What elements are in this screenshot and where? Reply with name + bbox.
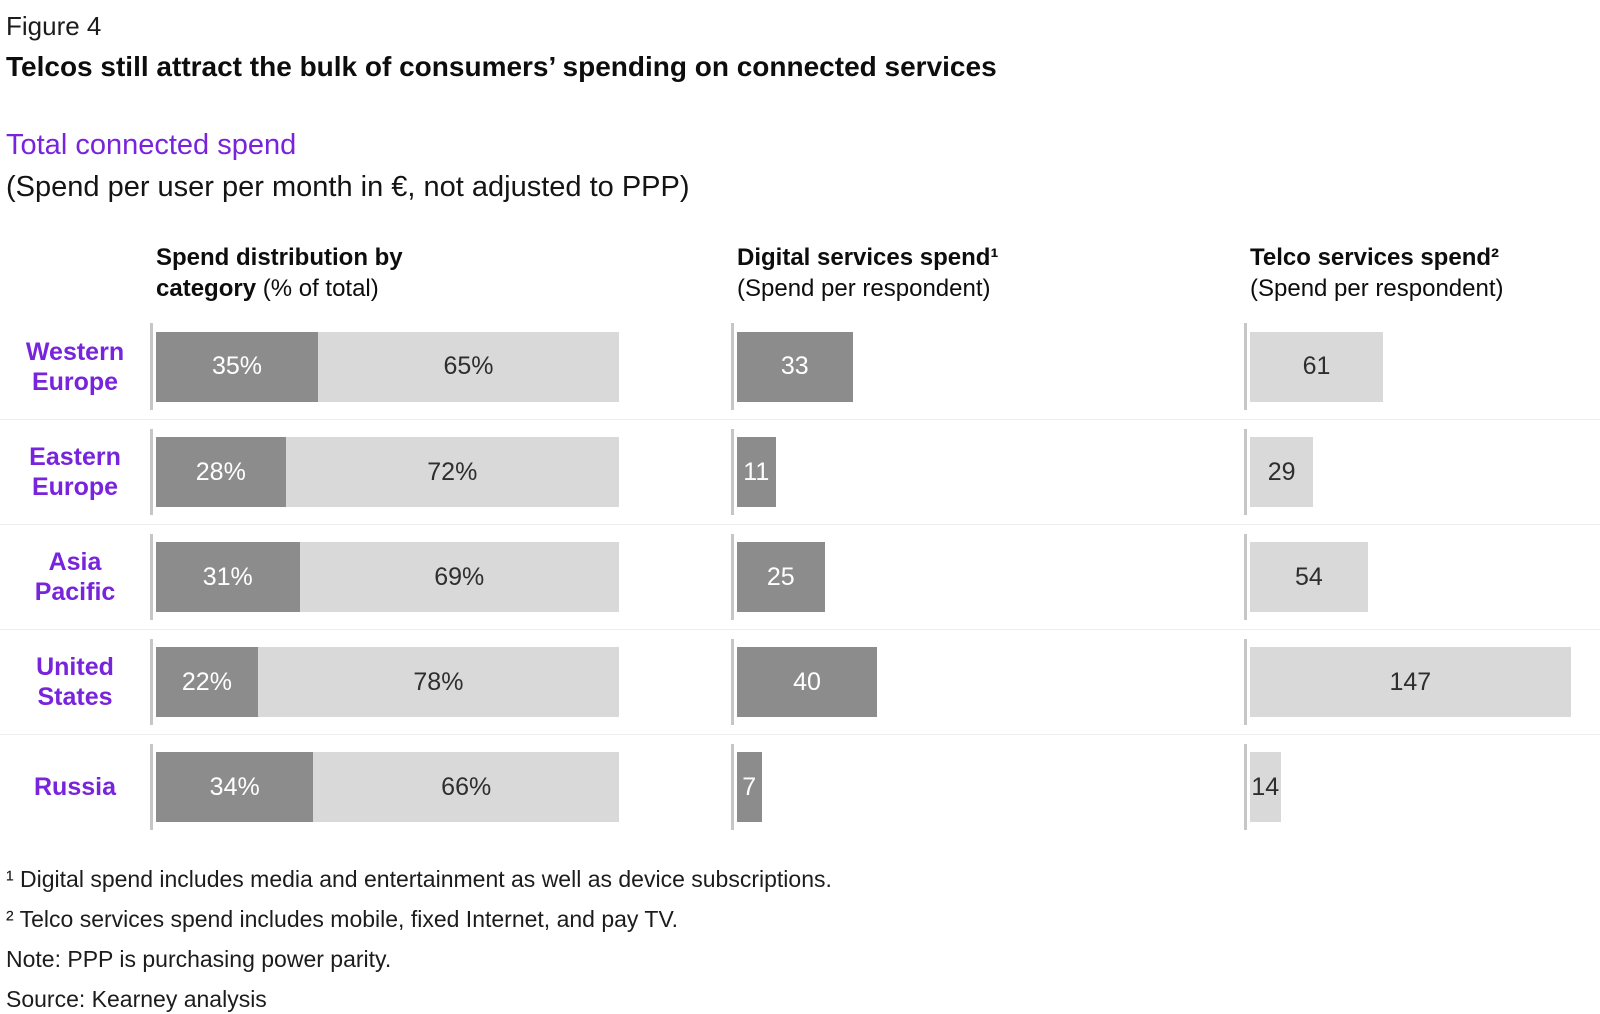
chart-row: Eastern Europe 28% 72% 11 29 [0,419,1600,524]
header-telco-spend: Telco services spend² (Spend per respond… [1244,242,1600,304]
panel-spend-distribution: 34% 66% [150,735,731,839]
digital-spend-bar: 7 [737,752,762,822]
panel-spend-distribution: 22% 78% [150,630,731,734]
digital-share-segment: 22% [156,647,258,717]
chart-rows: Western Europe 35% 65% 33 61 Eastern Europe 28… [0,314,1600,839]
row-label: Russia [34,773,116,801]
panel-telco-spend: 14 [1244,735,1600,839]
row-label: Asia Pacific [34,548,116,606]
stacked-bar: 28% 72% [156,437,619,507]
footnote-digital-spend: ¹ Digital spend includes media and enter… [6,866,832,892]
panel-telco-spend: 147 [1244,630,1600,734]
digital-spend-bar: 11 [737,437,776,507]
panel-telco-spend: 29 [1244,420,1600,524]
telco-spend-bar: 54 [1250,542,1368,612]
stacked-bar: 34% 66% [156,752,619,822]
panel-digital-spend: 33 [731,314,1244,419]
header-spend-distribution: Spend distribution by category (% of tot… [150,242,486,304]
panel-telco-spend: 61 [1244,314,1600,419]
digital-share-segment: 34% [156,752,314,822]
stacked-bar: 31% 69% [156,542,619,612]
stacked-bar: 35% 65% [156,331,619,402]
telco-share-segment: 69% [299,542,619,612]
panel-digital-spend: 25 [731,525,1244,629]
chart-subtitle: Total connected spend [6,129,297,161]
chart: Spend distribution by category (% of tot… [0,242,1600,839]
telco-spend-bar: 147 [1250,647,1571,717]
header-telco-spend-note: (Spend per respondent) [1250,275,1504,302]
row-label: Eastern Europe [29,443,121,501]
chart-header-row: Spend distribution by category (% of tot… [0,242,1600,304]
row-label: United States [36,653,114,711]
telco-share-segment: 78% [257,647,619,717]
digital-spend-bar: 40 [737,647,877,717]
panel-telco-spend: 54 [1244,525,1600,629]
telco-share-segment: 66% [313,752,619,822]
chart-row: Russia 34% 66% 7 14 [0,734,1600,839]
row-label: Western Europe [25,337,125,396]
figure-header: Figure 4 Telcos still attract the bulk o… [0,10,1600,204]
panel-digital-spend: 40 [731,630,1244,734]
chart-row: United States 22% 78% 40 147 [0,629,1600,734]
chart-row: Western Europe 35% 65% 33 61 [0,314,1600,419]
digital-share-segment: 28% [156,437,286,507]
panel-spend-distribution: 31% 69% [150,525,731,629]
telco-spend-bar: 29 [1250,437,1314,507]
header-spend-distribution-title: Spend distribution by category [156,244,403,302]
figure-eyebrow: Figure 4 [6,11,102,41]
row-label-cell: Russia [0,735,150,839]
row-label-cell: United States [0,630,150,734]
chart-row: Asia Pacific 31% 69% 25 54 [0,524,1600,629]
figure-title: Telcos still attract the bulk of consume… [6,51,997,82]
telco-share-segment: 65% [318,331,619,402]
digital-share-segment: 35% [156,331,319,402]
header-digital-spend-note: (Spend per respondent) [737,275,991,302]
header-spacer [0,242,150,304]
telco-share-segment: 72% [285,437,619,507]
digital-spend-bar: 33 [737,331,853,402]
digital-share-segment: 31% [156,542,300,612]
footnote-ppp-note: Note: PPP is purchasing power parity. [6,946,392,972]
panel-spend-distribution: 35% 65% [150,314,731,419]
panel-digital-spend: 7 [731,735,1244,839]
header-telco-spend-title: Telco services spend² [1250,244,1499,271]
footnote-telco-spend: ² Telco services spend includes mobile, … [6,906,679,932]
footnotes: ¹ Digital spend includes media and enter… [0,865,1600,1014]
row-label-cell: Western Europe [0,314,150,419]
chart-subtitle-note: (Spend per user per month in €, not adju… [6,171,690,203]
row-label-cell: Asia Pacific [0,525,150,629]
source-line: Source: Kearney analysis [6,986,267,1012]
header-digital-spend-title: Digital services spend¹ [737,244,999,271]
panel-spend-distribution: 28% 72% [150,420,731,524]
telco-spend-bar: 61 [1250,331,1384,402]
digital-spend-bar: 25 [737,542,825,612]
row-label-cell: Eastern Europe [0,420,150,524]
telco-spend-bar: 14 [1250,752,1281,822]
header-spend-distribution-note: (% of total) [262,275,379,302]
stacked-bar: 22% 78% [156,647,619,717]
header-digital-spend: Digital services spend¹ (Spend per respo… [731,242,1244,304]
panel-digital-spend: 11 [731,420,1244,524]
